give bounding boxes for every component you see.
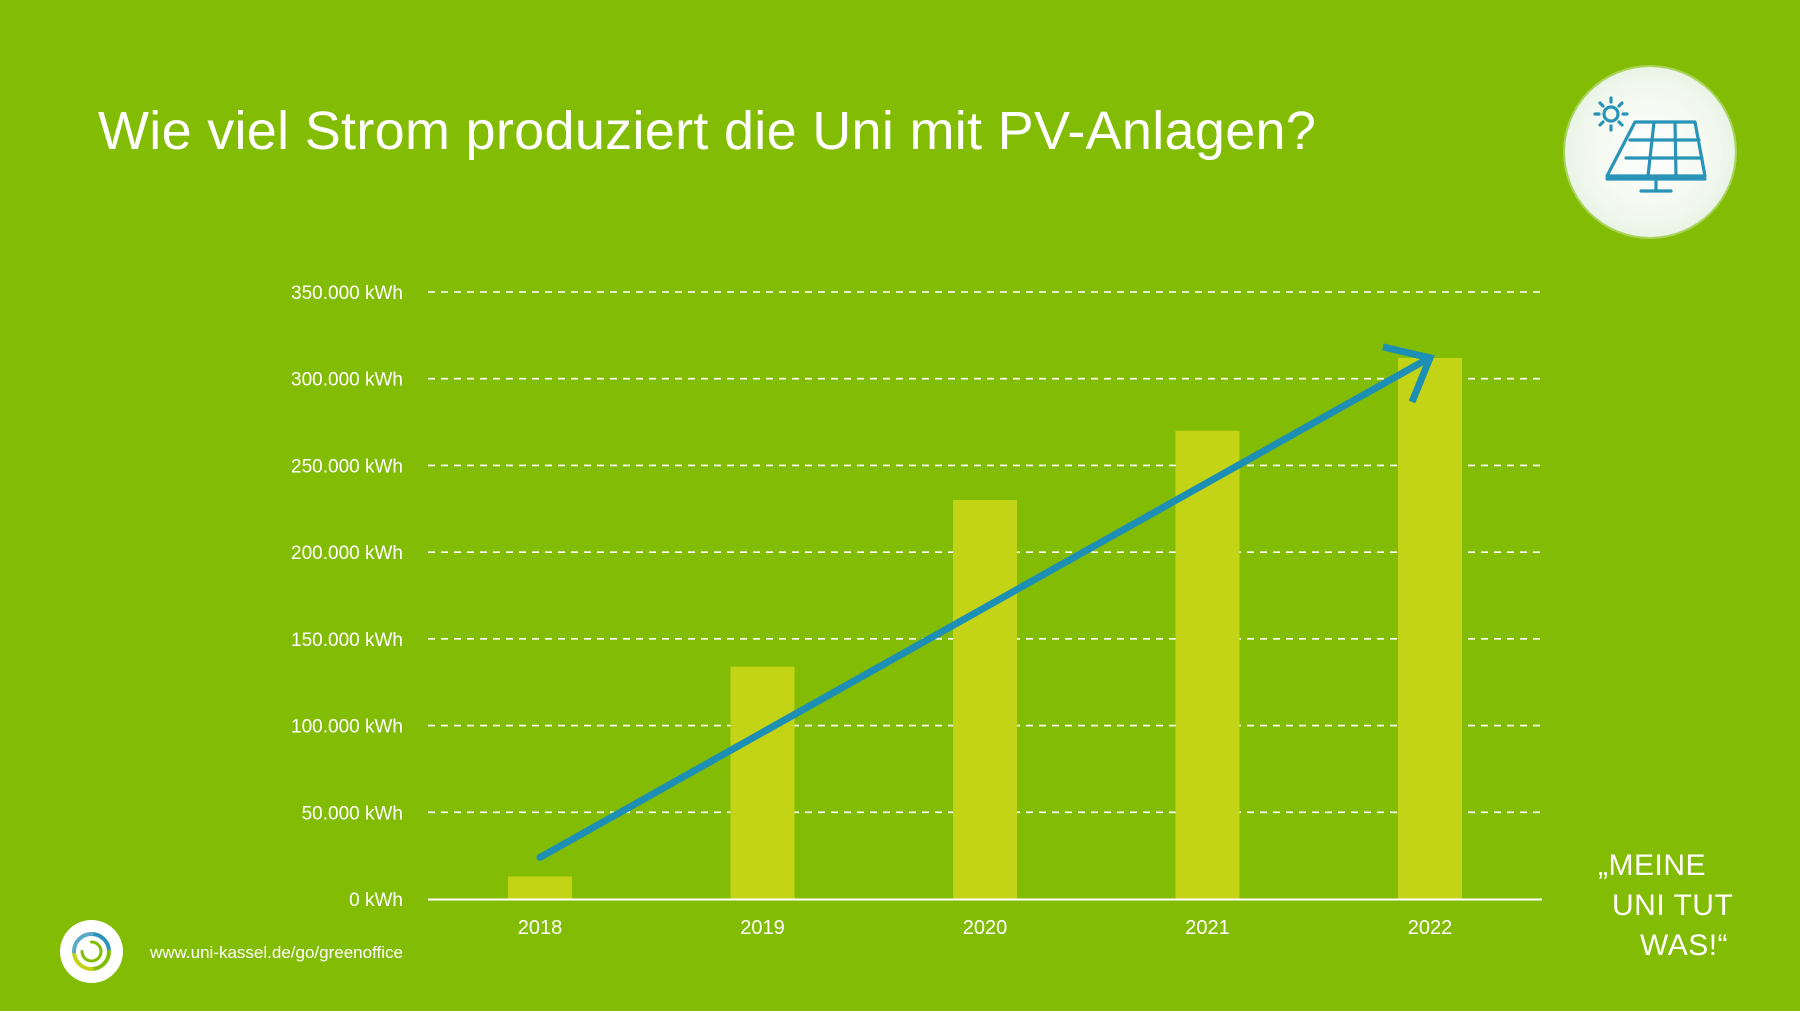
bar [1175, 430, 1240, 899]
x-tick-label: 2018 [518, 917, 563, 939]
y-axis-ticks: 0 kWh 50.000 kWh 100.000 kWh 150.000 kWh 200… [291, 283, 403, 911]
y-tick-label: 0 kWh [349, 890, 403, 911]
slogan: „MEINE UNI TUT WAS!“ [1598, 846, 1748, 966]
x-tick-label: 2020 [963, 917, 1008, 939]
university-logo [60, 920, 123, 983]
solar-panel-badge [1565, 67, 1735, 237]
bar [1398, 357, 1462, 900]
x-axis-ticks: 2018 2019 2020 2021 2022 [518, 917, 1453, 939]
uni-kassel-logo-icon [72, 932, 111, 971]
page-title: Wie viel Strom produziert die Uni mit PV… [98, 101, 1317, 161]
slogan-line-3: WAS!“ [1640, 929, 1729, 962]
bars [508, 357, 1462, 900]
bar [508, 876, 572, 899]
y-tick-label: 300.000 kWh [291, 370, 403, 391]
footer-url: www.uni-kassel.de/go/greenoffice [150, 943, 403, 962]
trend-arrow-head [1382, 343, 1435, 404]
y-tick-label: 350.000 kWh [291, 283, 403, 304]
y-tick-label: 250.000 kWh [291, 456, 403, 477]
x-tick-label: 2021 [1185, 917, 1230, 939]
trend-arrow-shaft [536, 357, 1428, 861]
x-tick-label: 2022 [1408, 917, 1453, 939]
y-tick-label: 50.000 kWh [302, 803, 403, 824]
bar [730, 666, 795, 899]
trend-arrow [536, 343, 1435, 861]
slogan-line-2: UNI TUT [1612, 889, 1734, 922]
y-tick-label: 100.000 kWh [291, 717, 403, 738]
y-tick-label: 200.000 kWh [291, 543, 403, 564]
slogan-line-1: „MEINE [1598, 849, 1706, 882]
bar [953, 500, 1017, 899]
x-tick-label: 2019 [740, 917, 785, 939]
y-tick-label: 150.000 kWh [291, 630, 403, 651]
solar-panel-icon [1593, 96, 1707, 193]
